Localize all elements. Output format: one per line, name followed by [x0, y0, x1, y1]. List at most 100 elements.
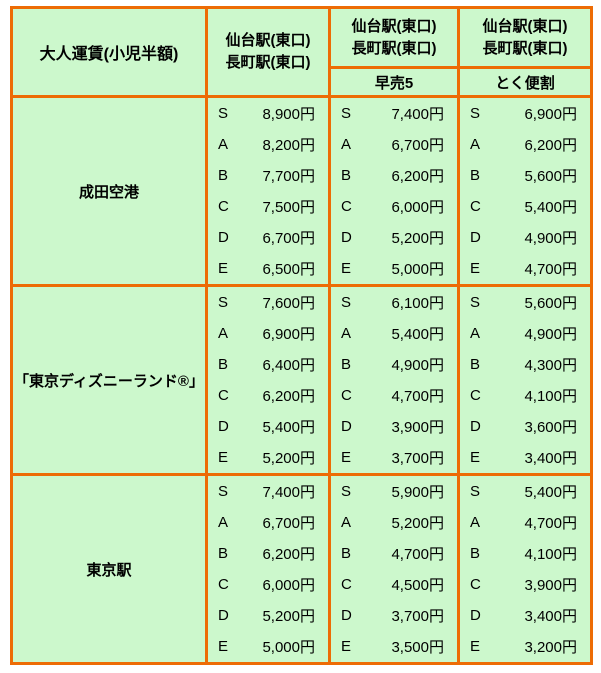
fare-line: E 4,700円 [460, 253, 590, 284]
fare-cell: S 7,600円 A 6,900円 B 6,400円 C 6,200円 D 5,400円 E 5,20… [205, 284, 331, 476]
fare-class-label: E [218, 638, 229, 655]
fare-price: 4,100円 [524, 546, 577, 563]
fare-class-label: C [218, 576, 229, 593]
fare-line: E 6,500円 [208, 253, 328, 284]
fare-class-label: B [341, 167, 352, 184]
fare-price: 6,200円 [262, 388, 315, 405]
fare-price: 7,500円 [262, 199, 315, 216]
fare-line: B 5,600円 [460, 160, 590, 191]
fare-class-label: D [341, 607, 352, 624]
fare-line: A 5,200円 [331, 507, 457, 538]
fare-class-label: D [218, 418, 229, 435]
subheader-tokubenwari: とく便割 [457, 66, 593, 98]
fare-class-label: A [470, 514, 481, 531]
fare-price: 4,500円 [391, 577, 444, 594]
fare-class-label: A [218, 514, 229, 531]
fare-class-label: D [470, 607, 481, 624]
fare-line: C 4,700円 [331, 380, 457, 411]
table-title-cell: 大人運賃(小児半額) [10, 6, 208, 98]
fare-class-label: D [470, 229, 481, 246]
fare-line: C 6,200円 [208, 380, 328, 411]
fare-line: D 3,900円 [331, 411, 457, 442]
fare-class-label: S [470, 105, 481, 122]
fare-price: 3,700円 [391, 608, 444, 625]
fare-price: 5,900円 [391, 484, 444, 501]
fare-cell: S 8,900円 A 8,200円 B 7,700円 C 7,500円 D 6,700円 E 6,50… [205, 95, 331, 287]
fare-cell: S 5,400円 A 4,700円 B 4,100円 C 3,900円 D 3,400円 E 3,20… [457, 473, 593, 665]
fare-price: 4,900円 [391, 357, 444, 374]
fare-class-label: S [218, 483, 229, 500]
fare-class-label: A [218, 136, 229, 153]
fare-line: B 4,700円 [331, 538, 457, 569]
fare-price: 3,900円 [524, 577, 577, 594]
fare-price: 7,600円 [262, 295, 315, 312]
fare-class-label: D [218, 229, 229, 246]
fare-price: 3,600円 [524, 419, 577, 436]
fare-cell: S 7,400円 A 6,700円 B 6,200円 C 6,000円 D 5,200円 E 5,00… [205, 473, 331, 665]
fare-price: 4,900円 [524, 326, 577, 343]
fare-price: 6,200円 [262, 546, 315, 563]
fare-price: 4,900円 [524, 230, 577, 247]
fare-price: 3,900円 [391, 419, 444, 436]
fare-price: 5,200円 [391, 515, 444, 532]
fare-line: D 5,200円 [208, 600, 328, 631]
fare-class-label: C [218, 387, 229, 404]
fare-class-label: A [341, 514, 352, 531]
fare-class-label: C [470, 387, 481, 404]
fare-class-label: S [470, 294, 481, 311]
fare-class-label: A [218, 325, 229, 342]
fare-line: A 6,700円 [331, 129, 457, 160]
fare-line: E 3,700円 [331, 442, 457, 473]
fare-class-label: C [218, 198, 229, 215]
fare-line: D 3,600円 [460, 411, 590, 442]
fare-line: B 4,300円 [460, 349, 590, 380]
fare-line: S 7,400円 [331, 98, 457, 129]
fare-class-label: C [341, 576, 352, 593]
fare-class-label: B [470, 545, 481, 562]
header-row-discounts: 早売5 とく便割 [12, 66, 593, 98]
fare-line: E 5,000円 [331, 253, 457, 284]
fare-price: 6,700円 [262, 230, 315, 247]
fare-line: E 3,200円 [460, 631, 590, 662]
fare-line: A 8,200円 [208, 129, 328, 160]
fare-row-group: 成田空港 S 8,900円 A 8,200円 B 7,700円 C 7,500円 D 6,700円 E… [10, 95, 593, 287]
fare-class-label: S [470, 483, 481, 500]
fare-line: B 4,900円 [331, 349, 457, 380]
fare-price: 3,400円 [524, 450, 577, 467]
fare-price: 5,600円 [524, 168, 577, 185]
fare-class-label: C [470, 576, 481, 593]
fare-class-label: A [341, 136, 352, 153]
fare-class-label: E [470, 449, 481, 466]
fare-line: C 3,900円 [460, 569, 590, 600]
fare-line: A 4,900円 [460, 318, 590, 349]
fare-line: S 7,600円 [208, 287, 328, 318]
fare-line: D 5,400円 [208, 411, 328, 442]
fare-price: 7,400円 [262, 484, 315, 501]
station-line-1: 仙台駅(東口) [482, 17, 568, 35]
fare-table-body: 成田空港 S 8,900円 A 8,200円 B 7,700円 C 7,500円 D 6,700円 E… [10, 95, 593, 665]
fare-line: D 6,700円 [208, 222, 328, 253]
subheader-hayauri5: 早売5 [328, 66, 460, 98]
fare-row-group: 「東京ディズニーランド®」 S 7,600円 A 6,900円 B 6,400円 C 6,200… [10, 284, 593, 476]
fare-class-label: B [341, 356, 352, 373]
column-header-standard: 仙台駅(東口) 長町駅(東口) [205, 6, 331, 98]
destination-label: 「東京ディズニーランド®」 [10, 284, 208, 476]
fare-line: D 5,200円 [331, 222, 457, 253]
fare-price: 4,100円 [524, 388, 577, 405]
fare-class-label: B [218, 356, 229, 373]
destination-label: 東京駅 [10, 473, 208, 665]
fare-price: 4,700円 [391, 546, 444, 563]
fare-price: 7,400円 [391, 106, 444, 123]
fare-line: S 5,600円 [460, 287, 590, 318]
fare-price: 6,900円 [262, 326, 315, 343]
fare-class-label: E [341, 260, 352, 277]
fare-line: E 5,000円 [208, 631, 328, 662]
fare-price: 5,400円 [524, 199, 577, 216]
fare-line: A 5,400円 [331, 318, 457, 349]
fare-class-label: D [341, 418, 352, 435]
fare-price: 4,700円 [524, 261, 577, 278]
fare-line: S 8,900円 [208, 98, 328, 129]
fare-class-label: C [470, 198, 481, 215]
fare-line: B 4,100円 [460, 538, 590, 569]
